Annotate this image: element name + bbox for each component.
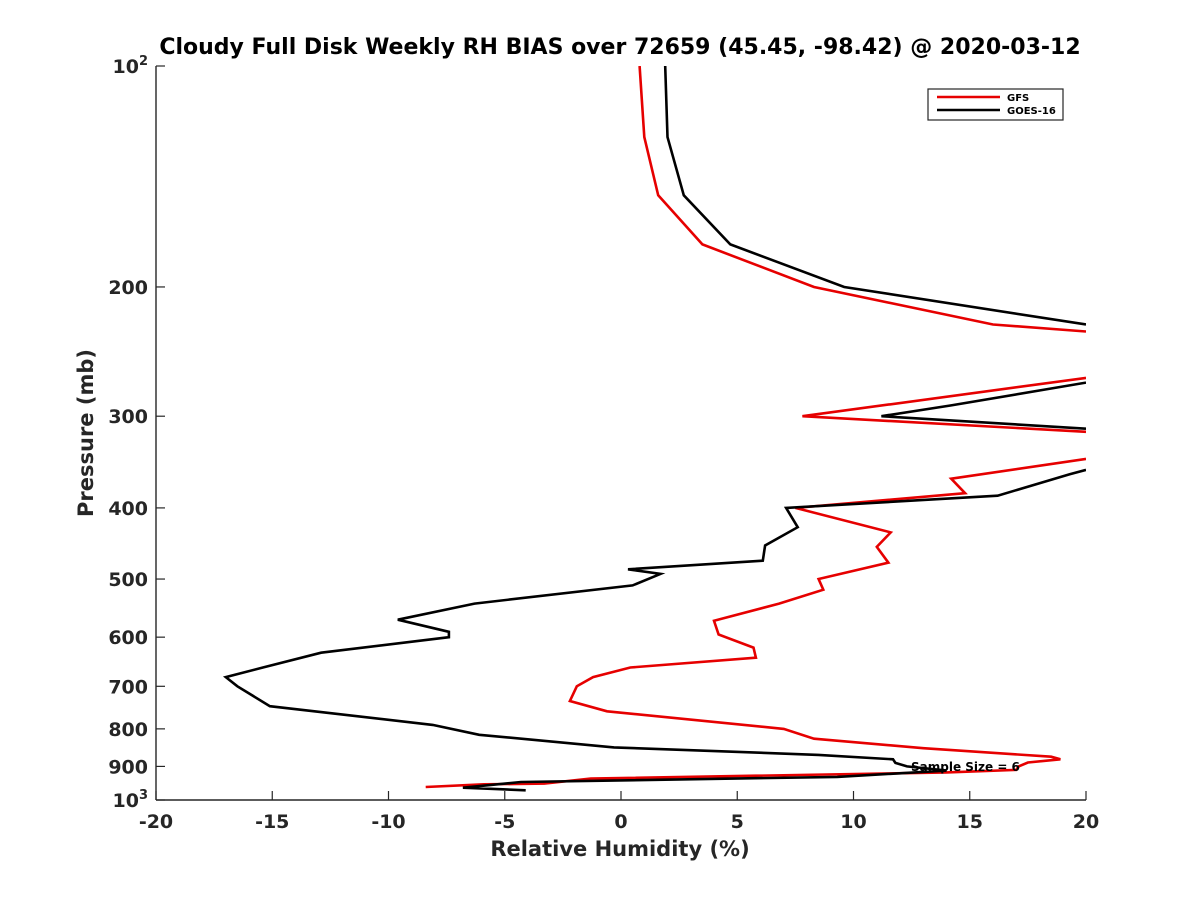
x-tick-label: 10 [840,811,866,833]
x-tick-label: 0 [614,811,627,833]
x-axis-label: Relative Humidity (%) [490,837,749,861]
x-tick-label: -20 [139,811,173,833]
x-tick-label: 20 [1073,811,1099,833]
y-tick-label: 800 [108,719,148,741]
series-line-gfs [425,66,1086,789]
y-tick-label: 103 [113,788,149,812]
y-tick-label: 500 [108,569,148,591]
plot-background [156,66,1086,800]
y-tick-label: 200 [108,277,148,299]
x-tick-label: 15 [957,811,983,833]
legend-label-gfs: GFS [1007,93,1029,104]
legend-label-goes16: GOES-16 [1007,106,1056,117]
chart-title: Cloudy Full Disk Weekly RH BIAS over 726… [159,35,1080,60]
sample-size-annotation: Sample Size = 6 [911,760,1020,774]
legend: GFS GOES-16 [927,88,1064,121]
y-tick-label: 400 [108,498,148,520]
y-tick-label: 700 [108,676,148,698]
x-ticks: -20 -15 -10 -5 0 5 10 15 20 [139,791,1099,833]
legend-box [927,88,1064,121]
x-tick-label: 5 [731,811,744,833]
y-tick-label: 102 [113,54,149,78]
y-tick-label: 300 [108,406,148,428]
series-layer [222,66,1086,792]
y-tick-label: 600 [108,627,148,649]
plot-area: -20 -15 -10 -5 0 5 10 15 20 102 200 300 400 500 600 70… [108,54,1099,833]
series-line-goes16 [222,66,1086,792]
y-axis-label: Pressure (mb) [74,349,98,517]
y-ticks: 102 200 300 400 500 600 700 800 900 103 [108,54,165,812]
x-tick-label: -5 [494,811,515,833]
x-tick-label: -10 [371,811,405,833]
x-tick-label: -15 [255,811,289,833]
y-tick-label: 900 [108,756,148,778]
